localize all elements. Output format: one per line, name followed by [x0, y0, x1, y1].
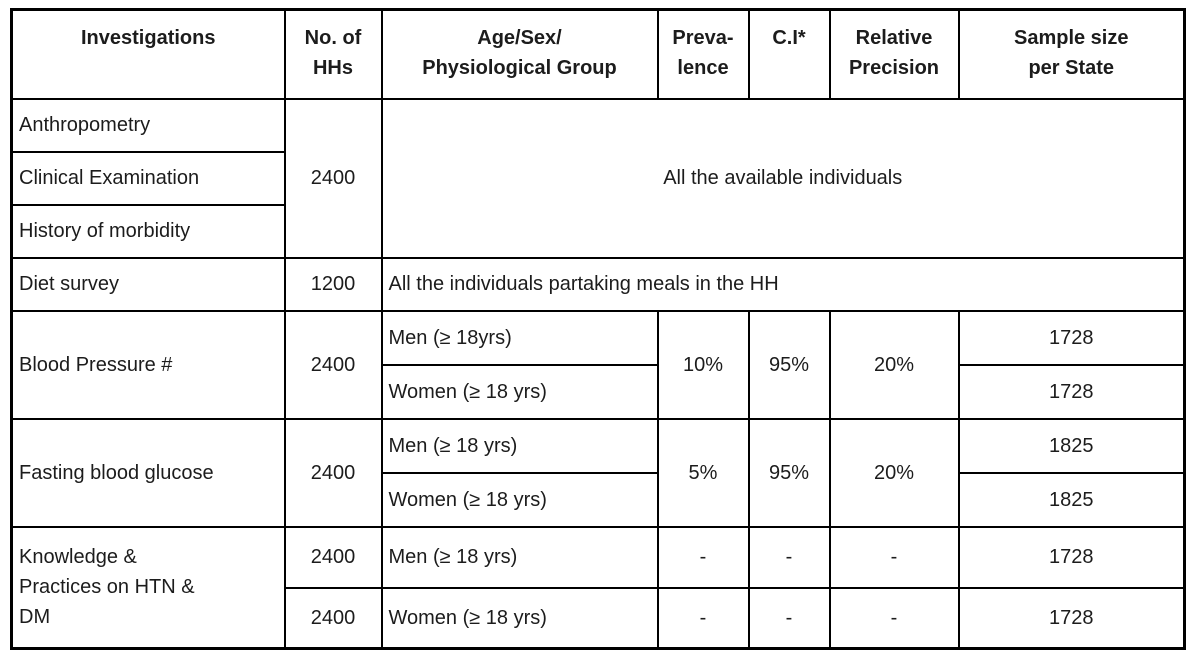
cell-investigation-morbidity: History of morbidity — [10, 203, 286, 259]
cell-sample-bp-women: 1728 — [957, 363, 1186, 420]
cell-investigation-knowledge: Knowledge & Practices on HTN & DM — [10, 525, 286, 650]
sampling-design-table: Investigations No. of HHs Age/Sex/ Physi… — [10, 8, 1186, 650]
row-fasting-glucose-men: Fasting blood glucose 2400 Men (≥ 18 yrs… — [10, 417, 1186, 528]
cell-hhs-knowledge-women: 2400 — [283, 586, 383, 650]
row-fasting-glucose-women: Women (≥ 18 yrs) 1825 — [12, 471, 1186, 528]
row-blood-pressure-men: Blood Pressure # 2400 Men (≥ 18yrs) 10% … — [10, 309, 1186, 420]
header-relative-precision: Relative Precision — [828, 8, 960, 100]
cell-investigation-clinical: Clinical Examination — [10, 150, 286, 206]
row-history-of-morbidity: History of morbidity — [10, 203, 1185, 259]
cell-ci-fbg: 95% — [747, 417, 831, 528]
header-no-of-hhs: No. of HHs — [283, 8, 383, 100]
cell-sample-knowledge-men: 1728 — [957, 525, 1186, 589]
row-knowledge-women: 2400 Women (≥ 18 yrs) - - - 1728 — [12, 586, 1186, 650]
cell-hhs-anthro-group: 2400 — [283, 97, 383, 259]
cell-prevalence-bp: 10% — [656, 309, 750, 420]
cell-ci-bp: 95% — [747, 309, 831, 420]
cell-sample-bp-men: 1728 — [957, 309, 1186, 366]
header-sample-size: Sample size per State — [957, 8, 1186, 100]
header-prevalence: Preva- lence — [656, 8, 750, 100]
row-diet-survey: Diet survey 1200 All the individuals par… — [10, 256, 1186, 312]
header-age-sex-group: Age/Sex/ Physiological Group — [380, 8, 659, 100]
cell-relative-precision-knowledge-women: - — [828, 586, 960, 650]
cell-sample-fbg-men: 1825 — [957, 417, 1186, 474]
cell-ci-knowledge-women: - — [747, 586, 831, 650]
cell-investigation-anthropometry: Anthropometry — [10, 97, 286, 153]
cell-group-knowledge-women: Women (≥ 18 yrs) — [380, 586, 659, 650]
cell-prevalence-knowledge-women: - — [656, 586, 750, 650]
row-clinical-examination: Clinical Examination — [10, 150, 1185, 206]
cell-investigation-diet: Diet survey — [10, 256, 286, 312]
cell-sample-knowledge-women: 1728 — [957, 586, 1186, 650]
header-row: Investigations No. of HHs Age/Sex/ Physi… — [10, 8, 1186, 100]
cell-hhs-blood-pressure: 2400 — [283, 309, 383, 420]
cell-relative-precision-bp: 20% — [828, 309, 960, 420]
cell-ci-knowledge-men: - — [747, 525, 831, 589]
row-anthropometry: Anthropometry 2400 All the available ind… — [10, 97, 1186, 259]
cell-hhs-diet: 1200 — [283, 256, 383, 312]
cell-investigation-blood-pressure: Blood Pressure # — [10, 309, 286, 420]
header-investigations: Investigations — [10, 8, 286, 100]
cell-group-fbg-women: Women (≥ 18 yrs) — [380, 471, 659, 528]
cell-group-anthro: All the available individuals — [380, 97, 1186, 259]
cell-group-knowledge-men: Men (≥ 18 yrs) — [380, 525, 659, 589]
cell-investigation-fasting-glucose: Fasting blood glucose — [10, 417, 286, 528]
cell-group-fbg-men: Men (≥ 18 yrs) — [380, 417, 659, 474]
cell-relative-precision-fbg: 20% — [828, 417, 960, 528]
row-knowledge-men: Knowledge & Practices on HTN & DM 2400 M… — [10, 525, 1186, 650]
header-ci: C.I* — [747, 8, 831, 100]
cell-hhs-fasting-glucose: 2400 — [283, 417, 383, 528]
cell-group-diet: All the individuals partaking meals in t… — [380, 256, 1186, 312]
cell-prevalence-knowledge-men: - — [656, 525, 750, 589]
cell-prevalence-fbg: 5% — [656, 417, 750, 528]
cell-group-bp-men: Men (≥ 18yrs) — [380, 309, 659, 366]
row-blood-pressure-women: Women (≥ 18 yrs) 1728 — [12, 363, 1186, 420]
cell-group-bp-women: Women (≥ 18 yrs) — [380, 363, 659, 420]
cell-hhs-knowledge-men: 2400 — [283, 525, 383, 589]
cell-relative-precision-knowledge-men: - — [828, 525, 960, 589]
cell-sample-fbg-women: 1825 — [957, 471, 1186, 528]
